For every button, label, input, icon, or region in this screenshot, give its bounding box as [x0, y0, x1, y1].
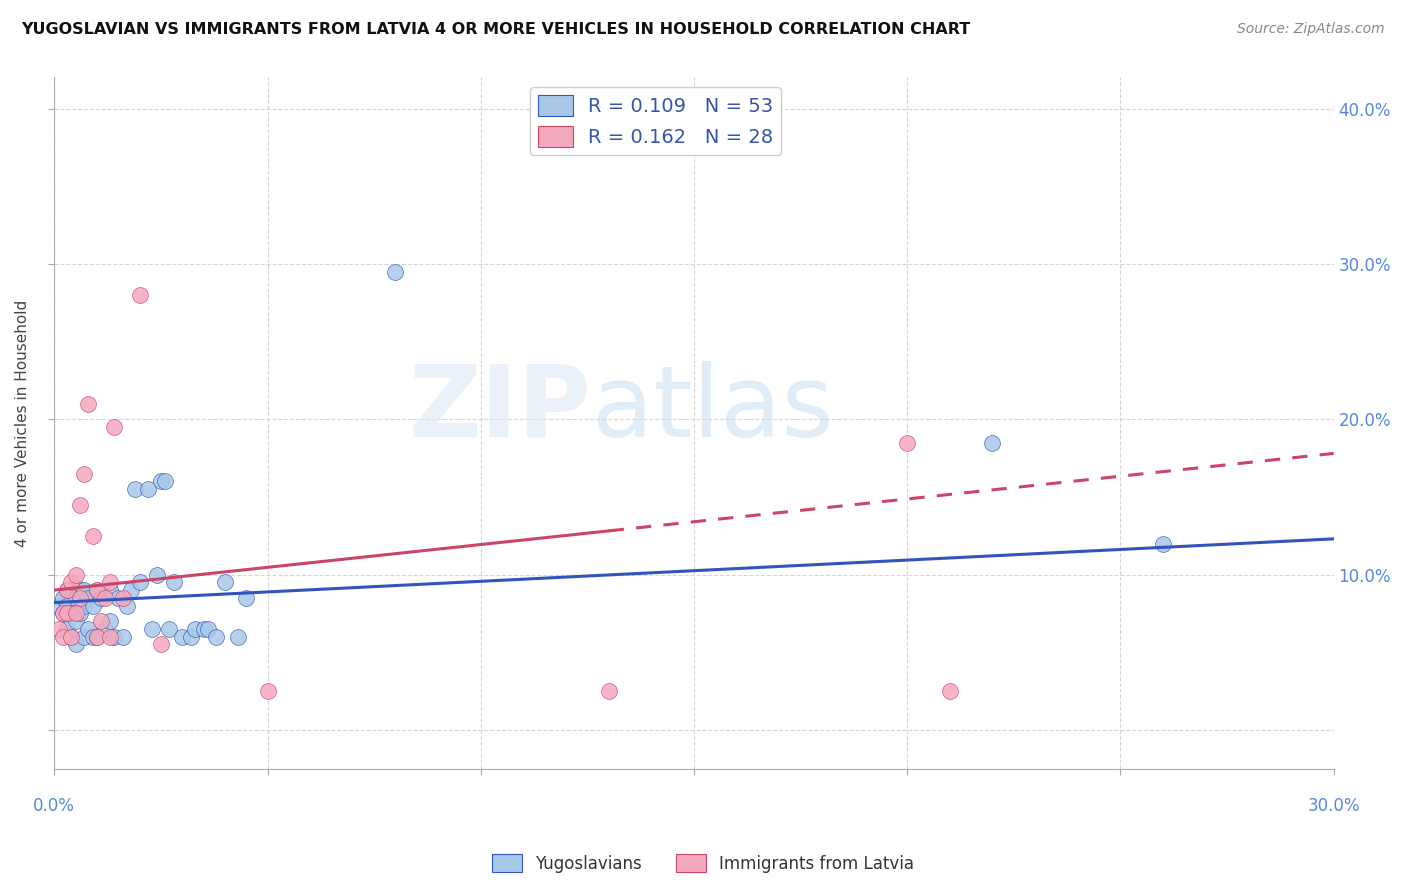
Point — [214, 575, 236, 590]
Text: Source: ZipAtlas.com: Source: ZipAtlas.com — [1237, 22, 1385, 37]
Point — [115, 599, 138, 613]
Point — [56, 607, 79, 621]
Text: atlas: atlas — [592, 360, 834, 458]
Point — [205, 630, 228, 644]
Point — [56, 622, 79, 636]
Point — [235, 591, 257, 605]
Point — [107, 591, 129, 605]
Point — [90, 591, 112, 605]
Point — [256, 684, 278, 698]
Point — [94, 622, 117, 636]
Point — [98, 583, 121, 598]
Legend: Yugoslavians, Immigrants from Latvia: Yugoslavians, Immigrants from Latvia — [485, 847, 921, 880]
Point — [65, 638, 87, 652]
Point — [98, 575, 121, 590]
Point — [65, 614, 87, 628]
Point — [60, 575, 83, 590]
Point — [598, 684, 620, 698]
Point — [939, 684, 962, 698]
Point — [128, 575, 150, 590]
Text: 30.0%: 30.0% — [1308, 797, 1360, 814]
Point — [103, 630, 125, 644]
Point — [60, 607, 83, 621]
Point — [65, 607, 87, 621]
Point — [73, 583, 96, 598]
Point — [65, 591, 87, 605]
Point — [52, 591, 75, 605]
Text: 0.0%: 0.0% — [34, 797, 76, 814]
Point — [56, 583, 79, 598]
Legend: R = 0.109   N = 53, R = 0.162   N = 28: R = 0.109 N = 53, R = 0.162 N = 28 — [530, 87, 782, 155]
Point — [65, 567, 87, 582]
Point — [77, 397, 100, 411]
Point — [77, 591, 100, 605]
Point — [111, 630, 134, 644]
Point — [60, 630, 83, 644]
Y-axis label: 4 or more Vehicles in Household: 4 or more Vehicles in Household — [15, 300, 30, 547]
Point — [159, 622, 181, 636]
Point — [384, 265, 406, 279]
Point — [163, 575, 186, 590]
Point — [56, 583, 79, 598]
Point — [120, 583, 142, 598]
Point — [981, 435, 1004, 450]
Point — [82, 529, 104, 543]
Point — [86, 583, 108, 598]
Point — [149, 638, 172, 652]
Point — [153, 475, 176, 489]
Point — [98, 614, 121, 628]
Point — [86, 630, 108, 644]
Point — [52, 607, 75, 621]
Point — [69, 607, 91, 621]
Point — [226, 630, 249, 644]
Point — [52, 630, 75, 644]
Point — [56, 599, 79, 613]
Point — [180, 630, 202, 644]
Point — [103, 420, 125, 434]
Point — [52, 607, 75, 621]
Point — [149, 475, 172, 489]
Point — [141, 622, 163, 636]
Point — [197, 622, 219, 636]
Point — [145, 567, 167, 582]
Point — [60, 583, 83, 598]
Point — [193, 622, 215, 636]
Point — [86, 630, 108, 644]
Point — [94, 591, 117, 605]
Point — [48, 599, 70, 613]
Point — [98, 630, 121, 644]
Point — [48, 622, 70, 636]
Point — [90, 614, 112, 628]
Point — [136, 482, 159, 496]
Point — [69, 591, 91, 605]
Point — [82, 599, 104, 613]
Text: YUGOSLAVIAN VS IMMIGRANTS FROM LATVIA 4 OR MORE VEHICLES IN HOUSEHOLD CORRELATIO: YUGOSLAVIAN VS IMMIGRANTS FROM LATVIA 4 … — [21, 22, 970, 37]
Point — [60, 630, 83, 644]
Point — [82, 630, 104, 644]
Point — [86, 583, 108, 598]
Point — [1152, 536, 1174, 550]
Point — [69, 498, 91, 512]
Text: ZIP: ZIP — [409, 360, 592, 458]
Point — [124, 482, 146, 496]
Point — [111, 591, 134, 605]
Point — [69, 583, 91, 598]
Point — [184, 622, 207, 636]
Point — [896, 435, 918, 450]
Point — [77, 622, 100, 636]
Point — [73, 599, 96, 613]
Point — [73, 467, 96, 481]
Point — [172, 630, 194, 644]
Point — [73, 630, 96, 644]
Point — [128, 288, 150, 302]
